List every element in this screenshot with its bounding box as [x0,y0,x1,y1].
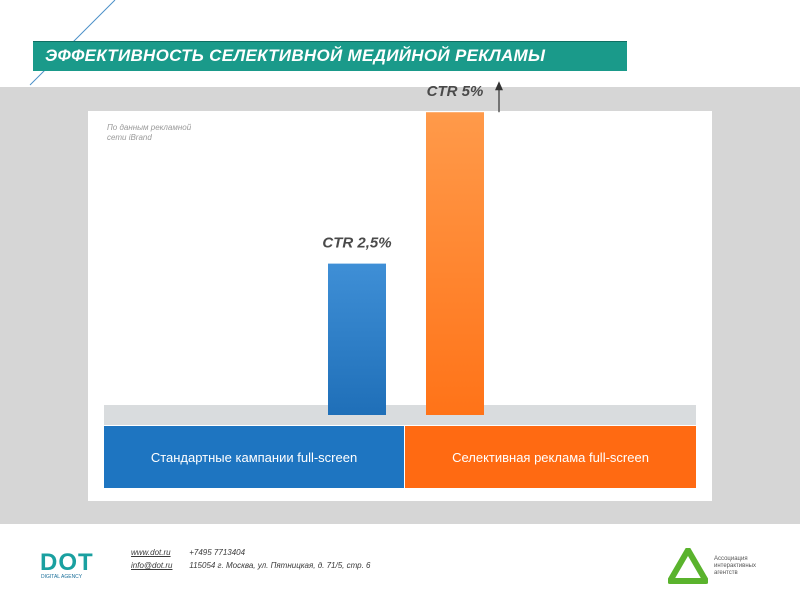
source-note-line-2: сети iBrand [107,133,152,142]
title-bar: ЭФФЕКТИВНОСТЬ СЕЛЕКТИВНОЙ МЕДИЙНОЙ РЕКЛА… [33,41,627,71]
association-line-2: интерактивных [714,563,756,569]
category-band-2 [405,426,696,488]
dot-logo-text: DOT [40,549,94,576]
website-link[interactable]: www.dot.ru [131,548,171,557]
page-title: ЭФФЕКТИВНОСТЬ СЕЛЕКТИВНОЙ МЕДИЙНОЙ РЕКЛА… [45,46,546,65]
address: 115054 г. Москва, ул. Пятницкая, д. 71/5… [189,561,371,570]
source-note-line-1: По данным рекламной [107,123,192,132]
category-band-1 [104,426,404,488]
data-label-2: CTR 5% [427,83,484,100]
source-note: По данным рекламной сети iBrand [107,123,217,143]
growth-arrow-head [495,81,503,91]
association-logo-icon [668,548,708,584]
phone-number: +7495 7713404 [189,548,246,557]
ground-strip [104,405,696,425]
dot-logo: DOT DIGITAL AGENCY [40,549,94,580]
email-link[interactable]: info@dot.ru [131,561,173,570]
dot-logo-subtitle: DIGITAL AGENCY [41,574,83,580]
category-label-2: Селективная реклама full-screen [452,450,649,465]
footer-contacts: www.dot.ru +7495 7713404 info@dot.ru 115… [131,546,371,572]
association-line-3: агентств [714,570,738,576]
bar-1 [328,263,386,415]
data-label-1: CTR 2,5% [322,235,391,252]
bar-2 [426,112,484,415]
category-label-1: Стандартные кампании full-screen [151,450,357,465]
association-line-1: Ассоциация [714,556,748,562]
association-name: Ассоциация интерактивных агентств [714,556,784,577]
